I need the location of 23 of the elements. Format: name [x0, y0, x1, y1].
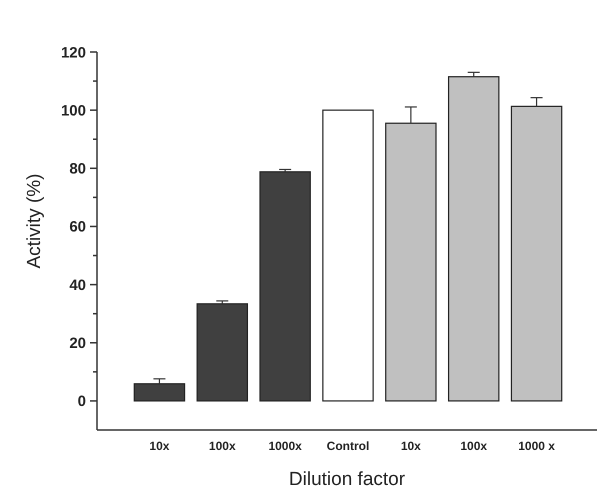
y-tick-label: 40 — [69, 276, 86, 294]
y-tick-label: 60 — [69, 218, 86, 236]
y-tick-label: 20 — [69, 335, 86, 352]
bar — [259, 171, 311, 402]
y-tick-label: 80 — [69, 160, 86, 178]
x-tick-label: 10x — [400, 439, 422, 453]
y-tick-label: 120 — [60, 44, 86, 62]
y-tick-label: 0 — [78, 393, 86, 410]
x-tick-label: 100x — [208, 439, 236, 453]
bar — [196, 303, 248, 402]
x-tick-label: 1000x — [268, 439, 302, 453]
bar — [385, 122, 437, 402]
bar — [510, 106, 562, 402]
x-tick-label: Control — [326, 439, 370, 453]
x-tick-label: 100x — [460, 439, 488, 453]
bar — [448, 76, 500, 402]
x-axis-title: Dilution factor — [288, 469, 406, 490]
y-axis-title: Activity (%) — [24, 174, 45, 268]
bar — [322, 110, 374, 402]
bar — [134, 383, 186, 402]
y-tick-label: 100 — [60, 102, 86, 120]
x-tick-label: 1000 x — [518, 439, 556, 453]
x-tick-label: 10x — [149, 439, 170, 453]
